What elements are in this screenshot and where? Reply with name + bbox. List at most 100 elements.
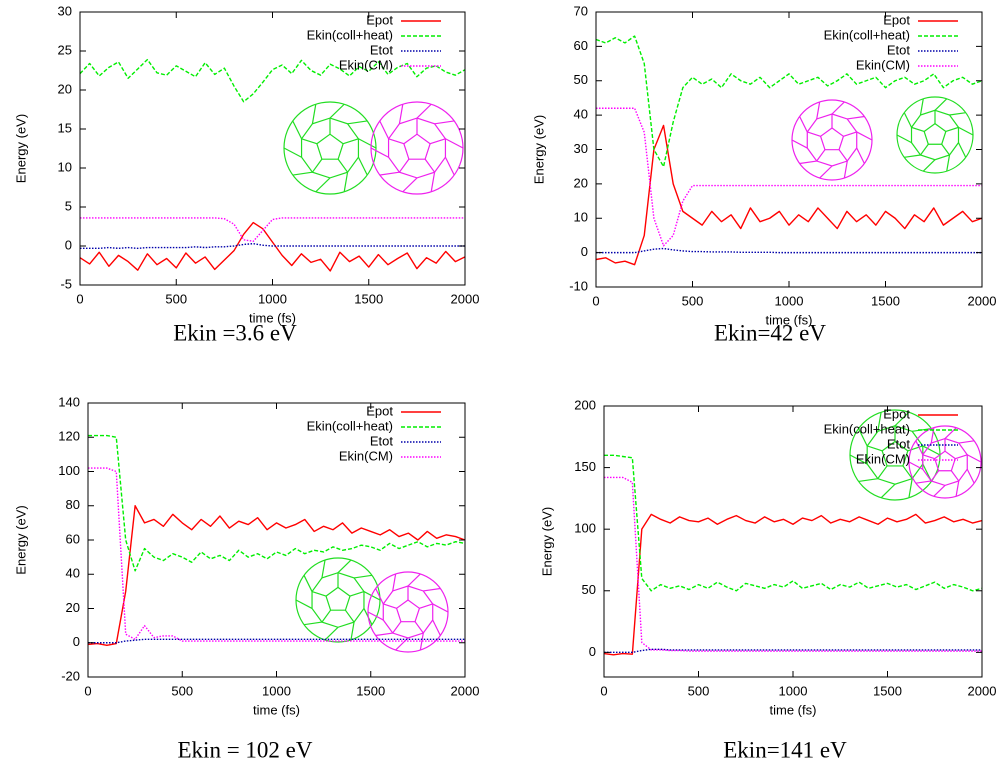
molecule-ring — [317, 134, 343, 159]
series-line — [88, 468, 465, 641]
molecule-bond — [284, 148, 302, 157]
molecule-bond — [923, 455, 935, 459]
molecule-illustration — [284, 102, 376, 194]
molecule-bond — [345, 610, 354, 622]
molecule-bond — [934, 485, 945, 496]
molecule-bond — [431, 172, 434, 192]
y-tick-label: 20 — [66, 600, 80, 615]
x-tick-label: 0 — [84, 683, 91, 698]
series-line — [80, 223, 465, 271]
molecule-bond — [354, 575, 372, 578]
molecule-bond — [322, 560, 325, 578]
y-tick-label: -5 — [60, 276, 72, 291]
molecule-illustration — [792, 100, 872, 180]
molecule-bond — [878, 466, 887, 479]
series-line — [88, 506, 465, 646]
molecule-bond — [959, 441, 974, 443]
x-tick-label: 1500 — [871, 293, 900, 308]
y-tick-label: 60 — [66, 531, 80, 546]
molecule-bond — [946, 127, 959, 131]
x-tick-label: 0 — [76, 291, 83, 306]
molecule-ring — [326, 587, 350, 610]
molecule-bond — [423, 588, 440, 590]
legend-label: Etot — [887, 42, 911, 57]
page: {"chart_data": [ {"type": "line", "capti… — [0, 0, 1004, 769]
molecule-bond — [383, 604, 396, 608]
x-tick-label: 0 — [600, 683, 607, 698]
y-axis-label: Energy (eV) — [13, 114, 28, 183]
x-tick-label: 1000 — [262, 683, 291, 698]
molecule-bond — [380, 172, 400, 175]
y-tick-label: 0 — [581, 244, 588, 259]
molecule-bond — [302, 139, 317, 144]
y-tick-label: 20 — [574, 175, 588, 190]
molecule-bond — [350, 592, 364, 597]
molecule-outline — [909, 426, 981, 498]
x-axis-label: time (fs) — [770, 702, 817, 717]
y-tick-label: 30 — [58, 3, 72, 18]
molecule-bond — [358, 139, 376, 148]
y-tick-label: 60 — [574, 38, 588, 53]
x-tick-label: 1500 — [356, 683, 385, 698]
molecule-bond — [312, 159, 321, 172]
molecule-bond — [293, 121, 302, 139]
y-tick-label: 10 — [58, 159, 72, 174]
caption: Ekin=141 eV — [723, 737, 847, 762]
legend-label: Ekin(CM) — [856, 57, 910, 72]
x-tick-label: 2000 — [451, 683, 480, 698]
molecule-bond — [403, 178, 417, 192]
legend-label: Ekin(coll+heat) — [307, 418, 393, 433]
molecule-bond — [909, 479, 912, 498]
molecule-bond — [817, 102, 820, 119]
molecule-bond — [839, 150, 847, 161]
molecule-bond — [904, 155, 920, 157]
molecule-bond — [950, 113, 966, 115]
y-tick-label: 5 — [65, 198, 72, 213]
y-tick-label: 40 — [66, 566, 80, 581]
molecule-bond — [859, 479, 878, 482]
molecule-bond — [338, 159, 347, 172]
y-tick-label: 200 — [574, 397, 596, 412]
molecule-ring — [924, 124, 946, 145]
legend-label: Etot — [887, 436, 911, 451]
molecule-bond — [817, 150, 825, 161]
plot-frame — [88, 403, 465, 677]
x-axis-label: time (fs) — [253, 702, 300, 717]
series-line — [596, 249, 982, 253]
molecule-bond — [909, 462, 923, 469]
legend-label: Epot — [366, 12, 393, 27]
molecule-bond — [920, 144, 928, 155]
y-tick-label: 15 — [58, 120, 72, 135]
series-line — [596, 36, 982, 167]
x-tick-label: 0 — [592, 293, 599, 308]
molecule-bond — [393, 574, 396, 591]
molecule-outline — [792, 100, 872, 180]
molecule-bond — [956, 481, 959, 496]
x-tick-label: 500 — [682, 293, 704, 308]
legend-label: Ekin(CM) — [339, 57, 393, 72]
molecule-bond — [947, 155, 950, 171]
x-tick-label: 2000 — [968, 293, 997, 308]
molecule-bond — [399, 104, 402, 124]
y-tick-label: -20 — [61, 668, 80, 683]
molecule-illustration — [296, 558, 380, 642]
molecule-bond — [867, 446, 882, 451]
molecule-bond — [293, 172, 313, 175]
molecule-bond — [923, 160, 935, 171]
molecule-bond — [958, 127, 973, 135]
molecule-bond — [931, 471, 938, 481]
molecule-bond — [380, 121, 389, 139]
molecule-outline — [897, 97, 973, 173]
molecule-bond — [376, 633, 393, 635]
y-tick-label: 25 — [58, 42, 72, 57]
molecule-bond — [958, 143, 965, 158]
y-tick-label: 70 — [574, 3, 588, 18]
molecule-bond — [296, 600, 312, 608]
molecule-outline — [296, 558, 380, 642]
molecule-bond — [967, 469, 974, 483]
molecule-outline — [284, 102, 376, 194]
y-tick-label: 40 — [574, 107, 588, 122]
y-tick-label: 0 — [65, 237, 72, 252]
legend-label: Ekin(coll+heat) — [307, 27, 393, 42]
molecule-bond — [433, 620, 441, 635]
